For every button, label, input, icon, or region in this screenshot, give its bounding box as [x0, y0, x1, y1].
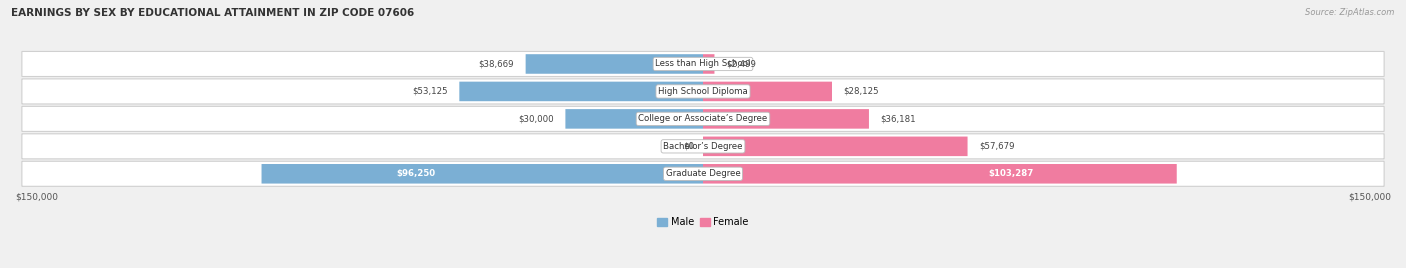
FancyBboxPatch shape: [703, 137, 967, 156]
Legend: Male, Female: Male, Female: [654, 213, 752, 231]
Text: Source: ZipAtlas.com: Source: ZipAtlas.com: [1305, 8, 1395, 17]
FancyBboxPatch shape: [565, 109, 703, 129]
Text: College or Associate’s Degree: College or Associate’s Degree: [638, 114, 768, 123]
Text: $38,669: $38,669: [478, 59, 515, 69]
FancyBboxPatch shape: [460, 82, 703, 101]
Text: $2,499: $2,499: [725, 59, 756, 69]
Text: $53,125: $53,125: [412, 87, 449, 96]
Text: Less than High School: Less than High School: [655, 59, 751, 69]
Text: Bachelor’s Degree: Bachelor’s Degree: [664, 142, 742, 151]
FancyBboxPatch shape: [22, 106, 1384, 131]
Text: $96,250: $96,250: [396, 169, 436, 178]
FancyBboxPatch shape: [703, 164, 1177, 184]
Text: $103,287: $103,287: [988, 169, 1033, 178]
Text: $30,000: $30,000: [519, 114, 554, 123]
Text: Graduate Degree: Graduate Degree: [665, 169, 741, 178]
Text: EARNINGS BY SEX BY EDUCATIONAL ATTAINMENT IN ZIP CODE 07606: EARNINGS BY SEX BY EDUCATIONAL ATTAINMEN…: [11, 8, 415, 18]
FancyBboxPatch shape: [703, 109, 869, 129]
Text: High School Diploma: High School Diploma: [658, 87, 748, 96]
FancyBboxPatch shape: [22, 161, 1384, 186]
Text: $57,679: $57,679: [979, 142, 1015, 151]
FancyBboxPatch shape: [526, 54, 703, 74]
Text: $36,181: $36,181: [880, 114, 917, 123]
Text: $150,000: $150,000: [15, 192, 58, 201]
FancyBboxPatch shape: [703, 82, 832, 101]
FancyBboxPatch shape: [22, 134, 1384, 159]
Text: $150,000: $150,000: [1348, 192, 1391, 201]
FancyBboxPatch shape: [703, 54, 714, 74]
FancyBboxPatch shape: [262, 164, 703, 184]
FancyBboxPatch shape: [22, 51, 1384, 76]
Text: $28,125: $28,125: [844, 87, 879, 96]
Text: $0: $0: [683, 142, 693, 151]
FancyBboxPatch shape: [22, 79, 1384, 104]
